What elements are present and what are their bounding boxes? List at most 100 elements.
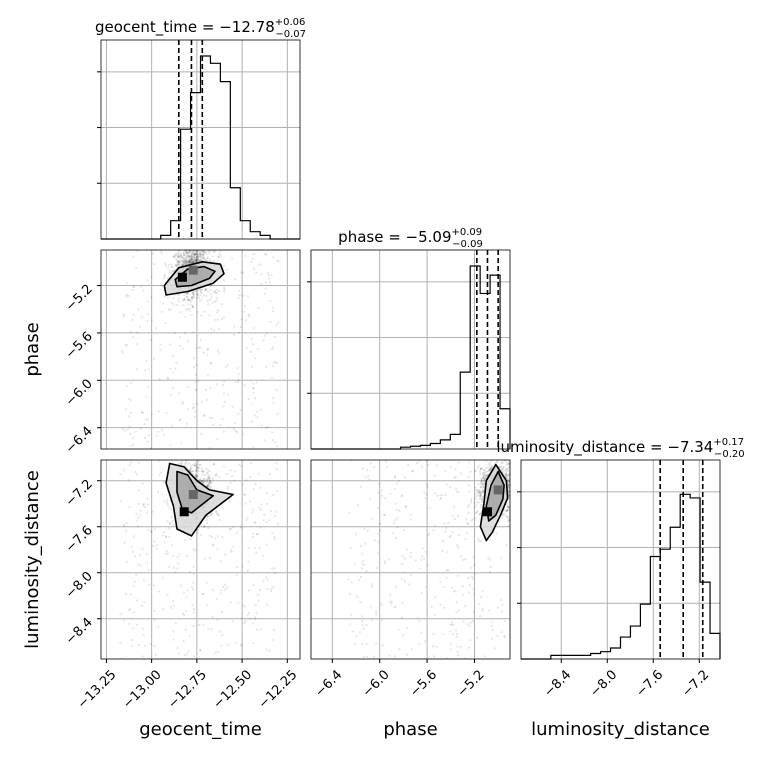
sample-point: [131, 627, 134, 630]
sample-point: [479, 491, 483, 495]
panel-frame-2-0: [100, 459, 301, 660]
sample-point: [206, 483, 209, 486]
sample-point: [185, 254, 188, 257]
sample-point: [269, 509, 272, 512]
sample-point: [233, 479, 236, 482]
sample-point: [180, 259, 183, 262]
sample-point: [178, 260, 181, 263]
sample-point: [514, 488, 516, 490]
sample-point: [477, 537, 480, 540]
sample-point: [184, 250, 187, 252]
sample-point: [189, 260, 193, 263]
sample-point: [263, 334, 266, 338]
sample-point: [199, 338, 202, 342]
sample-point: [194, 251, 197, 255]
sample-point: [224, 366, 227, 369]
sample-point: [183, 297, 186, 301]
sample-point: [206, 515, 210, 518]
sample-point: [242, 294, 245, 297]
sample-point: [182, 613, 186, 616]
sample-point: [482, 474, 485, 478]
sample-point: [174, 367, 177, 370]
sample-point: [246, 516, 249, 519]
sample-point: [196, 311, 199, 314]
sample-point: [428, 532, 431, 535]
sample-point: [185, 465, 188, 468]
sample-point: [192, 581, 195, 584]
sample-point: [454, 487, 458, 490]
sample-point: [453, 517, 456, 521]
sample-point: [268, 280, 272, 283]
sample-point: [189, 259, 192, 262]
sample-point: [270, 274, 273, 277]
sample-point: [182, 245, 184, 247]
sample-point: [364, 542, 367, 545]
sample-point: [125, 385, 128, 388]
sample-point: [201, 481, 204, 484]
sample-point: [269, 589, 273, 593]
sample-point: [186, 251, 189, 254]
sample-point: [201, 470, 205, 473]
sample-point: [161, 576, 164, 579]
sample-point: [195, 363, 198, 367]
sample-point: [467, 490, 470, 493]
sample-point: [184, 260, 187, 264]
sample-point: [200, 239, 202, 241]
sample-point: [513, 459, 515, 461]
sample-point: [460, 555, 463, 558]
sample-point: [410, 648, 413, 651]
sample-point: [481, 476, 484, 480]
text-layer: −13.25 −13.00 −12.75 −12.50 −12.25 −6.4 −6.0 −5…: [22, 17, 745, 740]
sample-point: [212, 255, 215, 258]
sample-point: [195, 258, 198, 261]
sample-point: [253, 267, 256, 270]
sample-point: [273, 538, 277, 541]
sample-point: [204, 288, 207, 291]
sample-point: [187, 339, 190, 342]
sample-point: [194, 469, 197, 473]
sample-point: [166, 246, 168, 248]
sample-point: [172, 630, 175, 633]
sample-point: [199, 288, 202, 291]
sample-point: [510, 459, 512, 461]
sample-point: [228, 527, 232, 531]
sample-point: [241, 604, 245, 607]
sample-point: [514, 485, 516, 487]
sample-point: [491, 628, 494, 631]
sample-point: [473, 470, 477, 473]
sample-point: [139, 427, 142, 430]
sample-point: [478, 513, 481, 516]
x-tick-label-luminosity_distance: −7.2: [679, 667, 712, 700]
sample-point: [123, 429, 126, 432]
sample-point: [265, 520, 268, 524]
sample-point: [457, 461, 460, 464]
sample-point: [132, 286, 135, 289]
sample-point: [496, 457, 498, 459]
sample-point: [200, 314, 203, 317]
sample-point: [408, 583, 411, 586]
sample-point: [501, 603, 504, 607]
sample-point: [193, 252, 196, 256]
sample-point: [195, 463, 199, 466]
sample-point: [135, 266, 138, 269]
sample-point: [183, 462, 187, 466]
sample-point: [192, 293, 195, 296]
sample-point: [406, 626, 409, 629]
sample-point: [233, 470, 236, 473]
sample-point: [198, 259, 201, 262]
sample-point: [423, 491, 426, 494]
sample-point: [210, 628, 213, 631]
sample-point: [511, 485, 513, 487]
sample-point: [394, 605, 397, 608]
sample-point: [434, 492, 437, 495]
sample-point: [186, 307, 189, 311]
sample-point: [206, 604, 209, 607]
sample-point: [416, 616, 420, 620]
sample-point: [184, 628, 187, 631]
sample-point: [139, 564, 142, 567]
sample-point: [187, 254, 191, 258]
sample-point: [512, 483, 514, 485]
sample-point: [196, 251, 199, 254]
sample-point: [243, 605, 247, 608]
sample-point: [158, 377, 161, 381]
